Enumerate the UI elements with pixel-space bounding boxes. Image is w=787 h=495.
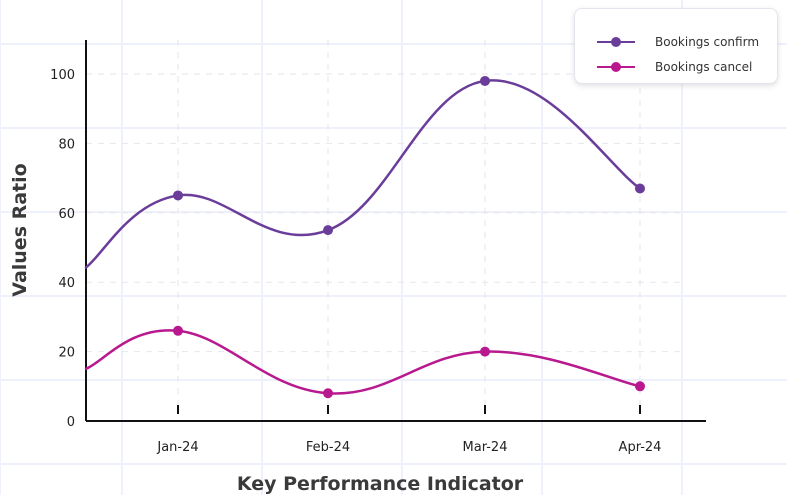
y-tick-label: 80: [58, 137, 75, 152]
data-point-bookings-cancel-apr-24[interactable]: [635, 381, 645, 392]
x-tick-label: Apr-24: [619, 440, 662, 455]
legend-label-bookings-cancel: Bookings cancel: [655, 60, 753, 74]
x-tick-label: Feb-24: [306, 440, 350, 455]
y-tick-label: 20: [58, 346, 75, 361]
data-point-bookings-cancel-feb-24[interactable]: [323, 388, 333, 399]
data-point-bookings-cancel-mar-24[interactable]: [480, 346, 490, 357]
x-axis-title: Key Performance Indicator: [237, 473, 524, 495]
legend-item-bookings-confirm[interactable]: Bookings confirm: [597, 32, 759, 52]
data-point-bookings-cancel-jan-24[interactable]: [173, 325, 183, 336]
y-tick-label: 60: [58, 207, 75, 222]
series-line-bookings-confirm: [84, 79, 642, 269]
data-point-bookings-confirm-feb-24[interactable]: [323, 225, 333, 236]
y-tick-label: 40: [58, 276, 75, 291]
series-layer: [84, 75, 645, 399]
legend-item-bookings-cancel[interactable]: Bookings cancel: [597, 57, 752, 77]
x-tick-label: Jan-24: [156, 440, 198, 455]
y-axis-ticks: 0 20 40 60 80 100: [50, 68, 75, 430]
data-point-bookings-confirm-mar-24[interactable]: [480, 75, 490, 86]
data-point-bookings-confirm-apr-24[interactable]: [635, 183, 645, 194]
y-tick-label: 0: [67, 415, 75, 430]
x-axis-ticks: Jan-24 Feb-24 Mar-24 Apr-24: [156, 405, 661, 455]
plot-gridlines: [86, 40, 686, 410]
series-line-bookings-cancel: [84, 329, 642, 395]
y-tick-label: 100: [50, 68, 75, 83]
legend-swatch-bookings-confirm: [597, 32, 635, 52]
legend-label-bookings-confirm: Bookings confirm: [655, 35, 760, 49]
x-tick-label: Mar-24: [463, 440, 508, 455]
chart-legend: Bookings confirm Bookings cancel: [574, 8, 778, 84]
y-axis-title: Values Ratio: [9, 163, 31, 296]
legend-swatch-bookings-cancel: [597, 57, 635, 77]
data-point-bookings-confirm-jan-24[interactable]: [173, 190, 183, 201]
